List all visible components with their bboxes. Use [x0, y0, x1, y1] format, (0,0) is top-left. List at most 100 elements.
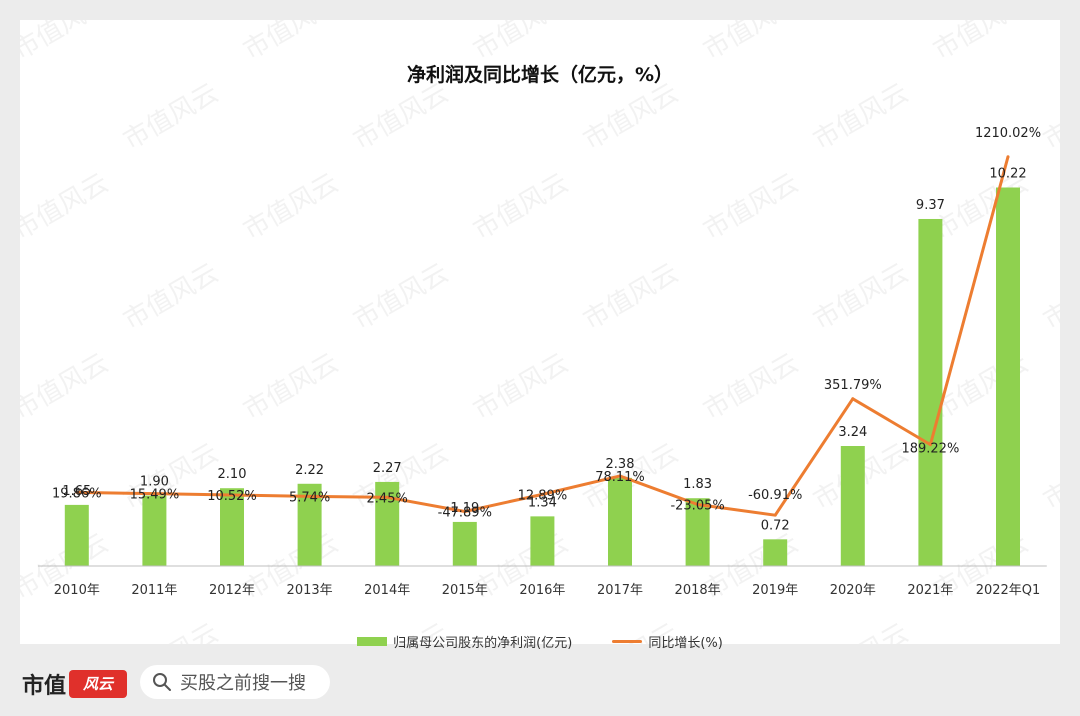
legend-swatch-bar — [357, 637, 388, 646]
bar-2010年 — [64, 504, 89, 566]
line-label-2022年Q1: 1210.02% — [975, 126, 1041, 141]
x-tick-2020年: 2020年 — [830, 583, 876, 598]
x-tick-2021年: 2021年 — [907, 583, 953, 598]
growth-point-2014年 — [385, 495, 389, 499]
watermark-text: 市值风云 — [699, 348, 804, 426]
line-label-2016年: 12.89% — [518, 488, 568, 503]
x-tick-2019年: 2019年 — [752, 583, 798, 598]
bar-2018年 — [685, 498, 710, 566]
bar-label-2016年: 1.34 — [528, 495, 557, 510]
watermark-text: 市值风云 — [469, 168, 574, 246]
bar-2015年 — [452, 521, 477, 566]
brand-name: 市值 — [22, 674, 67, 699]
growth-point-2018年 — [696, 503, 700, 507]
brand-mark: 风云 — [69, 670, 128, 698]
x-tick-2014年: 2014年 — [364, 583, 410, 598]
watermark-text: 市值风云 — [809, 258, 914, 336]
bar-label-2015年: 1.19 — [450, 501, 479, 516]
legend-label-profit: 归属母公司股东的净利润(亿元) — [393, 636, 573, 651]
line-label-2013年: 5.74% — [289, 490, 330, 505]
legend: 归属母公司股东的净利润(亿元) 同比增长(%) — [20, 632, 1060, 651]
search-icon — [153, 673, 171, 691]
watermark-text: 市值风云 — [699, 20, 804, 66]
bar-2011年 — [142, 495, 167, 566]
line-label-2015年: -47.89% — [438, 506, 492, 521]
watermark-text: 市值风云 — [239, 20, 344, 66]
x-tick-2017年: 2017年 — [597, 583, 643, 598]
watermark-text: 市值风云 — [929, 20, 1034, 66]
x-tick-2013年: 2013年 — [287, 583, 333, 598]
watermark-text: 市值风云 — [1039, 258, 1061, 336]
watermark-text: 市值风云 — [579, 258, 684, 336]
growth-point-2012年 — [230, 493, 234, 497]
bar-label-2017年: 2.38 — [606, 457, 635, 472]
bar-label-2013年: 2.22 — [295, 463, 324, 478]
growth-point-2016年 — [540, 492, 544, 496]
bar-2020年 — [840, 446, 865, 566]
growth-point-2013年 — [308, 494, 312, 498]
watermark-text: 市值风云 — [809, 78, 914, 156]
x-tick-2012年: 2012年 — [209, 583, 255, 598]
growth-point-2020年 — [851, 397, 855, 401]
line-label-2019年: -60.91% — [748, 488, 802, 503]
watermark-text: 市值风云 — [119, 258, 224, 336]
bar-label-2021年: 9.37 — [916, 198, 945, 213]
x-tick-2018年: 2018年 — [675, 583, 721, 598]
watermark-text: 市值风云 — [1039, 438, 1061, 516]
bar-2012年 — [220, 488, 244, 566]
bar-label-2011年: 1.90 — [140, 475, 169, 490]
growth-point-2011年 — [152, 492, 156, 496]
legend-item-profit[interactable]: 归属母公司股东的净利润(亿元) — [357, 632, 572, 651]
bar-label-2018年: 1.83 — [683, 477, 712, 492]
bar-label-2014年: 2.27 — [373, 461, 402, 476]
search-text: 买股之前搜一搜 — [180, 673, 306, 694]
bar-label-2010年: 1.65 — [62, 484, 91, 499]
bar-2016年 — [530, 516, 555, 566]
x-tick-2011年: 2011年 — [131, 583, 177, 598]
bar-label-2020年: 3.24 — [838, 425, 867, 440]
bar-label-2019年: 0.72 — [761, 518, 790, 533]
line-label-2010年: 19.86% — [52, 486, 102, 501]
brand-logo[interactable]: 市值 风云 — [22, 668, 128, 700]
watermark-text: 市值风云 — [469, 348, 574, 426]
x-tick-2015年: 2015年 — [442, 583, 488, 598]
watermark-text: 市值风云 — [20, 348, 114, 426]
chart-card: 净利润及同比增长（亿元，%） 市值风云 市值风云 市值风云 市值风云 市值风云 市值风云市… — [20, 20, 1060, 651]
line-label-2020年: 351.79% — [824, 378, 882, 393]
line-label-2017年: 78.11% — [595, 470, 645, 485]
bar-2019年 — [763, 539, 788, 566]
watermark-text: 市值风云 — [349, 78, 454, 156]
legend-swatch-line — [612, 640, 643, 643]
watermark-text: 市值风云 — [349, 258, 454, 336]
bar-2021年 — [918, 218, 943, 567]
watermark-text: 市值风云 — [239, 168, 344, 246]
line-label-2011年: 15.49% — [130, 488, 180, 503]
bar-2017年 — [608, 477, 632, 566]
search-box[interactable]: 买股之前搜一搜 — [140, 665, 330, 699]
watermark-text: 市值风云 — [469, 20, 574, 66]
watermark-text: 市值风云 — [20, 168, 114, 246]
watermark-text: 市值风云 — [119, 78, 224, 156]
line-label-2014年: 2.45% — [367, 491, 408, 506]
x-tick-2010年: 2010年 — [54, 583, 100, 598]
bar-label-2012年: 2.10 — [218, 467, 247, 482]
chart-title: 净利润及同比增长（亿元，%） — [406, 64, 674, 86]
x-tick-2016年: 2016年 — [519, 583, 565, 598]
watermark-text: 市值风云 — [20, 20, 114, 66]
footer-bar: 市值 风云 买股之前搜一搜 — [0, 656, 1080, 716]
line-label-2012年: 10.52% — [207, 489, 257, 504]
watermark-text: 市值风云 — [579, 78, 684, 156]
growth-point-2017年 — [618, 474, 622, 478]
bar-label-2022年Q1: 10.22 — [989, 167, 1026, 182]
line-label-2018年: -23.05% — [670, 499, 724, 514]
growth-point-2022年Q1 — [1006, 155, 1010, 159]
bar-2022年Q1 — [996, 187, 1020, 566]
watermark-text: 市值风云 — [1039, 78, 1061, 156]
growth-point-2021年 — [928, 443, 932, 447]
growth-point-2015年 — [463, 510, 467, 514]
watermark-text: 市值风云 — [239, 348, 344, 426]
legend-item-growth[interactable]: 同比增长(%) — [612, 632, 723, 651]
x-tick-2022年Q1: 2022年Q1 — [976, 583, 1041, 598]
watermark-text: 市值风云 — [699, 168, 804, 246]
